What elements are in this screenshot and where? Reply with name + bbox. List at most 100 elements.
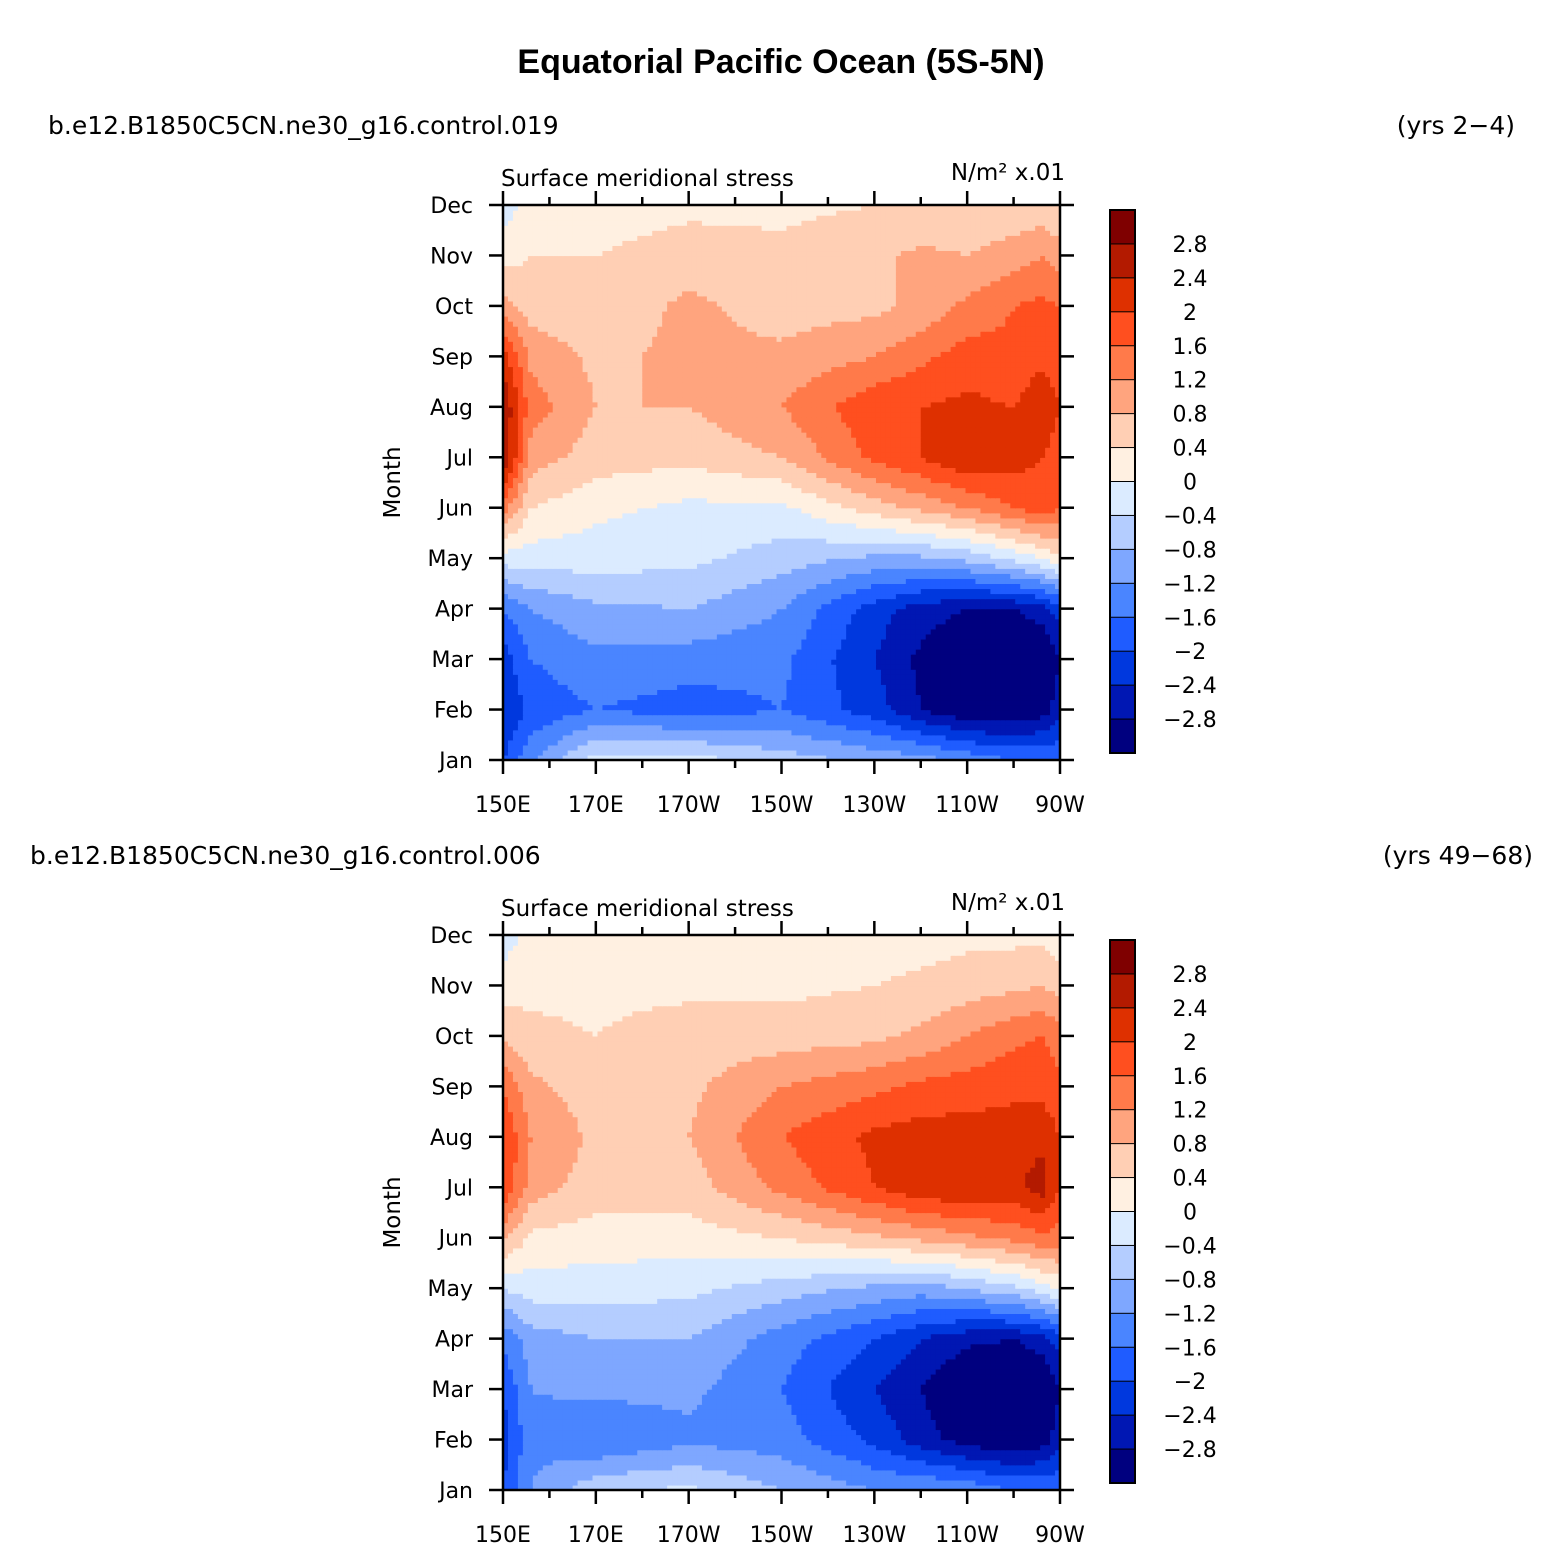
heat-cell: [1050, 588, 1056, 595]
heat-cell: [885, 563, 892, 569]
heat-cell: [736, 729, 743, 736]
heat-cell: [766, 608, 773, 615]
heat-cell: [1035, 638, 1041, 645]
heat-cell: [687, 643, 693, 650]
heat-cell: [915, 593, 922, 600]
heat-cell: [920, 719, 927, 726]
heat-cell: [716, 684, 723, 690]
heat-cell: [682, 583, 688, 590]
heat-cell: [861, 628, 867, 635]
heat-cell: [1010, 643, 1016, 650]
heat-cell: [851, 719, 857, 726]
heat-cell: [925, 674, 932, 680]
heat-cell: [970, 603, 977, 610]
heat-cell: [552, 669, 559, 675]
heat-cell: [672, 719, 678, 726]
heat-cell: [537, 659, 544, 665]
heat-cell: [861, 593, 867, 600]
heat-cell: [975, 684, 982, 690]
heat-cell: [970, 573, 977, 579]
heat-cell: [920, 618, 927, 625]
heat-cell: [682, 749, 688, 756]
heat-cell: [1045, 603, 1051, 610]
heat-cell: [642, 578, 648, 585]
heat-cell: [1045, 558, 1051, 564]
heat-cell: [507, 654, 514, 660]
heat-cell: [851, 563, 857, 569]
heat-cell: [950, 553, 957, 559]
heat-cell: [995, 744, 1001, 751]
heat-cell: [990, 694, 996, 701]
heat-cell: [567, 583, 574, 590]
heat-cell: [577, 669, 584, 675]
heat-cell: [503, 734, 509, 741]
heat-cell: [1050, 538, 1056, 544]
heat-cell: [662, 593, 668, 600]
heat-cell: [701, 719, 708, 726]
heat-cell: [647, 754, 653, 760]
heat-cell: [756, 573, 763, 579]
heat-cell: [856, 649, 862, 655]
heat-cell: [1000, 694, 1006, 701]
heat-cell: [885, 548, 892, 554]
heat-cell: [1020, 729, 1026, 736]
heat-cell: [841, 754, 847, 760]
heat-cell: [1045, 578, 1051, 585]
heat-cell: [821, 719, 827, 726]
heat-cell: [875, 684, 882, 690]
heat-cell: [532, 532, 539, 539]
heat-cell: [532, 573, 539, 579]
heat-cell: [1000, 669, 1006, 675]
heat-cell: [627, 709, 633, 716]
heat-cell: [592, 578, 599, 585]
heat-cell: [632, 553, 638, 559]
heat-cell: [851, 643, 857, 650]
heat-cell: [612, 618, 618, 625]
heat-cell: [582, 633, 589, 640]
heat-cell: [706, 593, 713, 600]
heat-cell: [831, 739, 837, 746]
heat-cell: [861, 734, 867, 741]
heat-cell: [562, 724, 569, 731]
heat-cell: [567, 548, 574, 554]
heat-cell: [930, 724, 937, 731]
heat-cell: [637, 654, 643, 660]
heat-cell: [875, 608, 882, 615]
heat-cell: [736, 532, 743, 539]
heat-cell: [905, 674, 912, 680]
heat-cell: [851, 694, 857, 701]
heat-cell: [791, 588, 798, 595]
heat-cell: [910, 623, 917, 630]
heat-cell: [910, 714, 917, 721]
heat-cell: [990, 684, 996, 690]
heat-cell: [607, 638, 614, 645]
heat-cell: [637, 749, 643, 756]
heat-cell: [811, 649, 817, 655]
heat-cell: [701, 588, 708, 595]
heat-cell: [721, 593, 728, 600]
heat-cell: [880, 543, 887, 549]
heat-cell: [547, 744, 554, 751]
heat-cell: [1020, 734, 1026, 741]
heat-cell: [567, 704, 574, 711]
heat-cell: [836, 578, 842, 585]
heat-cell: [890, 578, 897, 585]
heat-cell: [995, 588, 1001, 595]
heat-cell: [746, 694, 753, 701]
heat-cell: [677, 613, 683, 620]
heat-cell: [766, 714, 773, 721]
heat-cell: [537, 628, 544, 635]
heat-cell: [766, 638, 773, 645]
heat-cell: [915, 588, 922, 595]
heat-cell: [507, 689, 514, 696]
heat-cell: [637, 568, 643, 574]
heat-cell: [786, 568, 793, 574]
heat-cell: [970, 593, 977, 600]
heat-cell: [572, 684, 579, 690]
heat-cell: [577, 754, 584, 760]
heat-cell: [955, 739, 962, 746]
heat-cell: [871, 749, 877, 756]
heat-cell: [786, 659, 793, 665]
heat-cell: [861, 613, 867, 620]
heat-cell: [552, 583, 559, 590]
